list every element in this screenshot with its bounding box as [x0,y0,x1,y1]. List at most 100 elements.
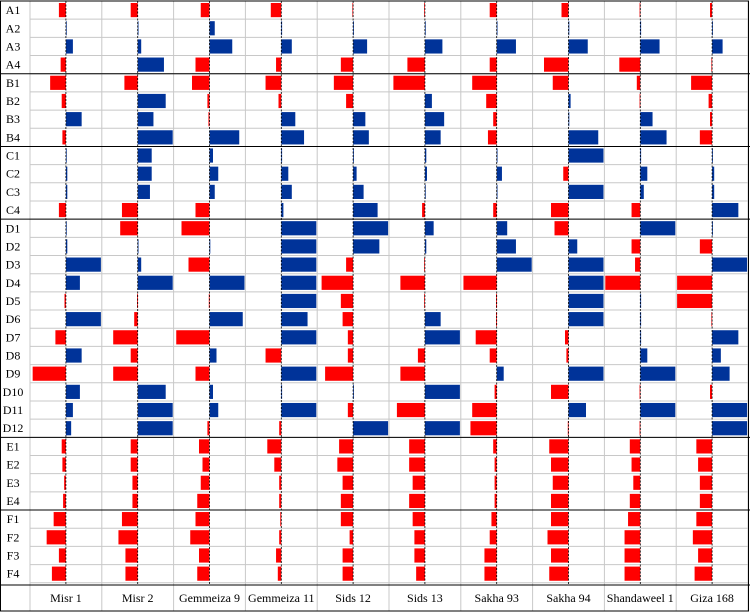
bar-sakha-93-e2 [494,457,497,472]
bar-shandaweel-1-d6 [640,312,642,327]
bar-sakha-94-d8 [566,348,569,363]
bar-sakha-94-d2 [568,239,578,254]
bar-misr-2-e3 [132,475,138,490]
bar-sakha-94-d10 [551,384,569,399]
bar-misr-2-a1 [130,3,138,18]
bar-sids-12-a3 [353,39,368,54]
bar-sakha-94-b3 [568,112,570,127]
bar-misr-1-f2 [46,530,66,545]
bar-misr-1-a2 [65,21,67,36]
bar-shandaweel-1-d8 [640,348,648,363]
bar-sakha-93-d6 [496,312,497,327]
bar-misr-1-c2 [65,166,68,181]
bar-sakha-94-d5 [568,293,604,309]
bar-sids-12-e2 [337,457,354,472]
bar-misr-1-d3 [65,257,101,272]
bar-misr-2-b1 [124,75,138,90]
bar-sakha-94-a4 [544,57,569,72]
bar-misr-1-b2 [61,93,66,109]
bar-sakha-93-d10 [494,384,497,399]
row-label-d8: D8 [6,349,21,363]
bar-gemmeiza-11-d10 [281,384,283,399]
bar-misr-1-e4 [63,493,66,509]
bar-sids-12-b4 [353,130,369,145]
bar-sids-12-d5 [340,293,354,309]
bar-sakha-94-f2 [547,530,569,545]
bar-sakha-93-d9 [496,366,504,381]
bar-sakha-93-f3 [484,548,497,563]
bar-misr-2-d9 [113,366,138,381]
bar-shandaweel-1-a4 [619,57,641,72]
row-label-d7: D7 [6,330,21,344]
bar-sids-12-d11 [347,402,354,418]
bar-misr-2-b4 [137,130,173,145]
bar-sakha-94-e1 [549,439,569,454]
bar-misr-2-d7 [113,330,138,345]
row-label-a3: A3 [6,39,21,53]
bar-sakha-94-b2 [568,93,571,109]
bar-giza-168-c4 [712,202,739,218]
bar-sids-13-c1 [424,148,427,163]
bar-shandaweel-1-d3 [635,257,641,272]
bar-misr-2-a3 [137,39,142,54]
bar-misr-2-a2 [137,21,139,36]
row-label-f2: F2 [7,530,20,544]
bar-shandaweel-1-c4 [631,202,641,218]
row-label-d4: D4 [6,276,21,290]
bar-misr-2-f3 [125,548,138,563]
row-label-d2: D2 [6,239,21,253]
bar-shandaweel-1-a2 [640,21,642,36]
bar-misr-1-c4 [58,202,66,218]
bar-gemmeiza-9-e1 [199,439,210,454]
bar-misr-2-c1 [137,148,152,163]
bar-gemmeiza-11-b2 [278,93,282,109]
bar-sakha-94-a1 [561,3,569,18]
bar-sakha-93-d5 [496,293,497,309]
row-label-f3: F3 [7,548,20,562]
bar-giza-168-a3 [712,39,723,54]
bar-giza-168-e4 [699,493,713,509]
bar-misr-2-e1 [130,439,138,454]
column-label-giza-168: Giza 168 [690,591,734,605]
bar-gemmeiza-9-d11 [209,402,219,418]
row-label-c2: C2 [6,167,20,181]
bar-gemmeiza-9-f3 [199,548,210,563]
bar-sids-12-f2 [349,530,354,545]
bar-misr-1-a1 [58,3,66,18]
bar-sids-13-d6 [424,312,441,327]
bar-shandaweel-1-e2 [631,457,641,472]
bar-shandaweel-1-f1 [628,512,641,527]
bar-misr-1-d10 [65,384,80,399]
bar-gemmeiza-9-d1 [181,221,210,236]
bar-sids-13-d5 [424,293,425,309]
bar-misr-1-d8 [65,348,82,363]
bar-sakha-93-b2 [486,93,497,109]
bar-gemmeiza-11-d2 [281,239,317,254]
bar-giza-168-d8 [712,348,721,363]
bar-sids-12-b2 [346,93,354,109]
bar-gemmeiza-11-f4 [277,566,282,581]
bar-shandaweel-1-e4 [629,493,641,509]
bar-gemmeiza-11-e4 [279,493,282,509]
bar-gemmeiza-9-c1 [209,148,213,163]
bar-giza-168-d10 [710,384,713,399]
bar-giza-168-c1 [712,148,713,163]
bar-sids-12-c2 [353,166,357,181]
column-label-misr-2: Misr 2 [122,591,154,605]
bar-shandaweel-1-b1 [636,75,641,90]
bar-sakha-93-a3 [496,39,516,54]
bar-misr-1-d11 [65,402,73,418]
bar-sakha-93-b1 [472,75,497,90]
row-label-e4: E4 [6,494,19,508]
bar-gemmeiza-11-d1 [281,221,317,236]
row-label-d9: D9 [6,367,21,381]
column-label-gemmeiza-11: Gemmeiza 11 [248,591,315,605]
bar-sids-12-d10 [353,384,354,399]
bar-misr-1-b4 [62,130,66,145]
bar-giza-168-e2 [698,457,713,472]
bar-misr-2-b3 [137,112,154,127]
bar-sids-12-c4 [353,202,378,218]
bar-sids-13-d2 [424,239,427,254]
